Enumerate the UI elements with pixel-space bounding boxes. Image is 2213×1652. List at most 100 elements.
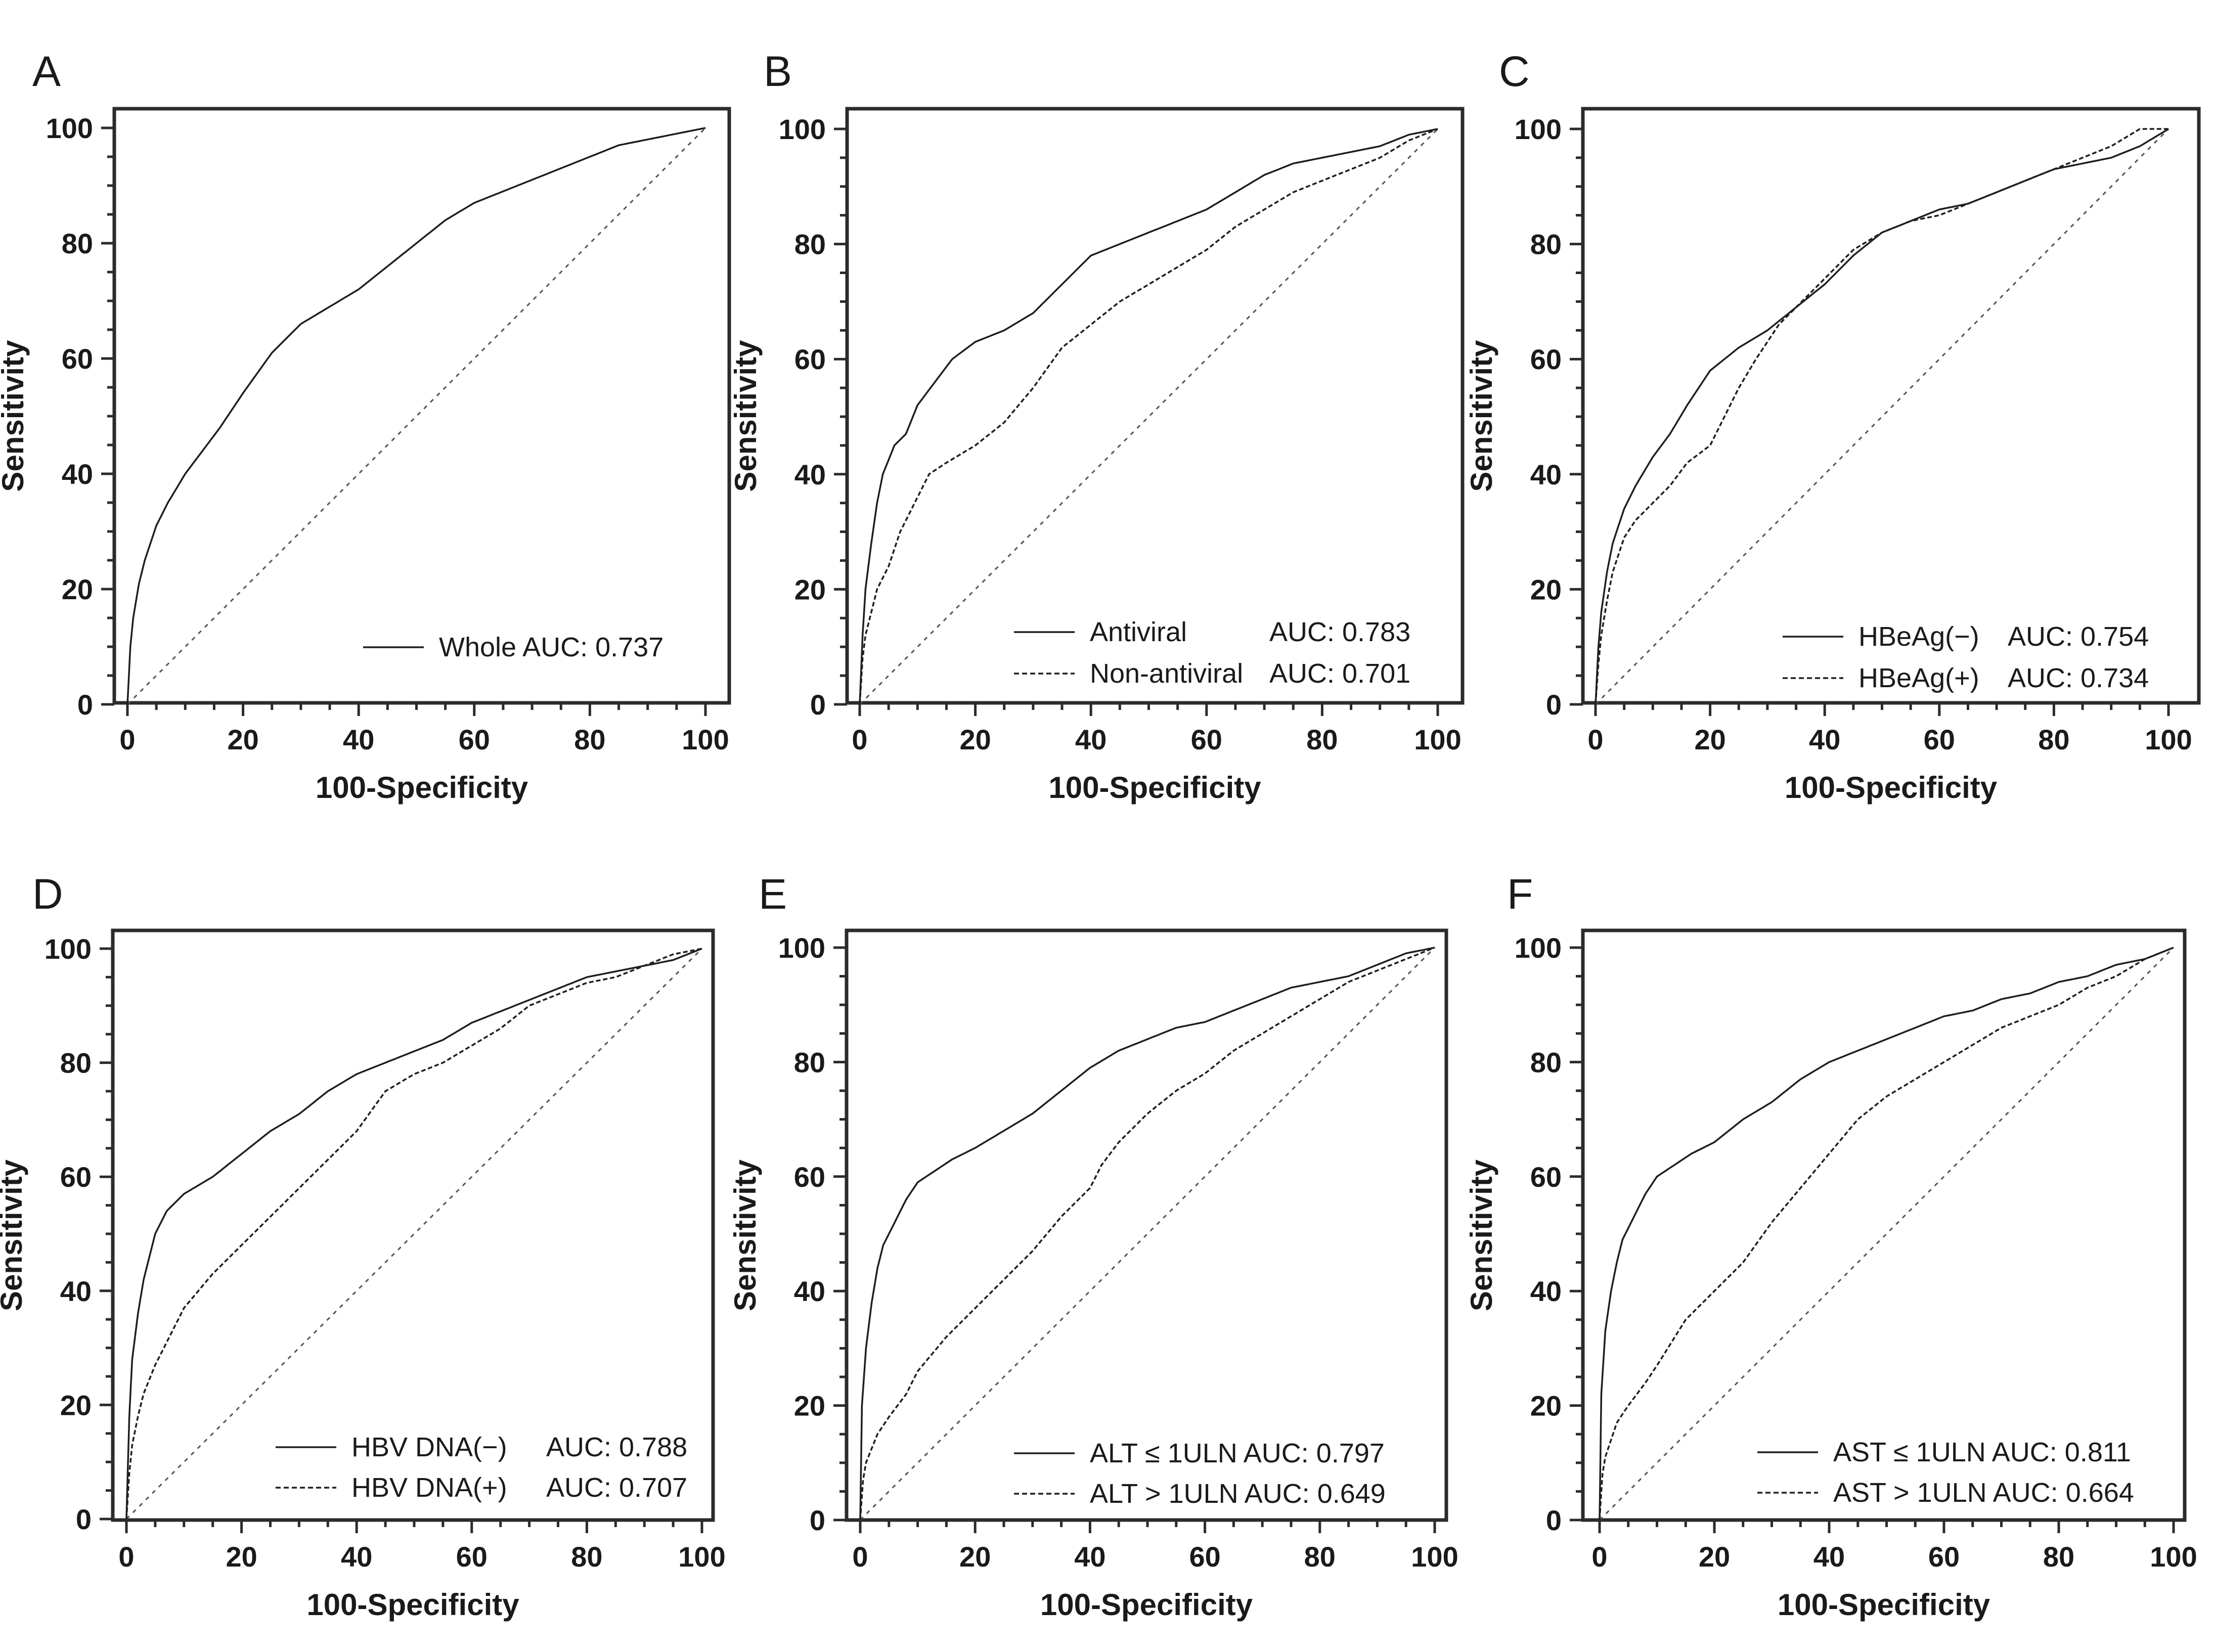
y-tick-label: 0 <box>810 1504 825 1536</box>
y-tick-label: 80 <box>60 1047 92 1079</box>
panel-b: B 0 20 40 60 80 100 0 20 40 60 80 100 100-Specificity… <box>729 48 1465 805</box>
panel-letter: D <box>32 870 63 918</box>
legend-label: Antiviral <box>1090 617 1187 647</box>
roc-curve-solid <box>1599 947 2174 1521</box>
legend-auc: AUC: 0.783 <box>1269 617 1410 647</box>
x-tick-label: 100 <box>2150 1541 2197 1573</box>
y-tick-label: 80 <box>62 228 93 259</box>
panel-d: D 0 20 40 60 80 100 0 20 40 60 80 100 100-Specificity… <box>0 870 726 1622</box>
plot-frame <box>845 107 1465 705</box>
reference-diagonal <box>859 947 1436 1521</box>
x-tick-label: 80 <box>574 724 605 755</box>
panel-a: A 0 20 40 60 80 100 0 20 40 60 80 100 100-Specificity… <box>0 48 731 805</box>
reference-diagonal <box>125 948 703 1520</box>
x-tick-label: 20 <box>1699 1541 1730 1573</box>
legend-label: HBV DNA(−) <box>351 1432 507 1462</box>
y-tick-label: 0 <box>1546 1504 1562 1536</box>
y-tick-label: 60 <box>1530 343 1562 375</box>
x-tick-label: 0 <box>119 724 135 755</box>
x-tick-label: 40 <box>1809 724 1840 755</box>
reference-diagonal <box>126 127 706 705</box>
x-tick-label: 100 <box>1414 724 1461 755</box>
y-tick-label: 20 <box>1530 1390 1562 1422</box>
y-tick-label: 80 <box>1530 229 1562 260</box>
x-tick-label: 0 <box>1587 724 1603 755</box>
y-tick-label: 80 <box>794 229 826 260</box>
roc-curve-dashed <box>1595 128 2168 705</box>
legend-label: AST > 1ULN AUC: 0.664 <box>1833 1478 2134 1508</box>
y-tick-label: 0 <box>1546 689 1562 721</box>
x-tick-label: 40 <box>1813 1541 1845 1573</box>
y-tick-label: 100 <box>46 112 93 144</box>
legend-label: ALT ≤ 1ULN AUC: 0.797 <box>1090 1438 1385 1468</box>
plot-frame <box>1581 107 2201 705</box>
x-tick-label: 60 <box>456 1541 488 1573</box>
x-tick-label: 20 <box>226 1541 257 1573</box>
x-tick-label: 60 <box>1189 1541 1220 1573</box>
legend-auc: AUC: 0.754 <box>2008 621 2149 652</box>
roc-curve-solid <box>126 127 706 705</box>
legend-auc: AUC: 0.707 <box>546 1472 687 1503</box>
x-axis-title: 100-Specificity <box>1785 771 1998 805</box>
y-tick-label: 40 <box>62 458 93 490</box>
x-axis-title: 100-Specificity <box>1040 1588 1253 1622</box>
panel-e: E 0 20 40 60 80 100 0 20 40 60 80 100 100-Specificity… <box>728 870 1458 1622</box>
legend-label: HBeAg(−) <box>1858 621 1979 652</box>
legend-auc: AUC: 0.701 <box>1269 658 1410 689</box>
x-tick-label: 60 <box>1924 724 1955 755</box>
legend-auc: AUC: 0.788 <box>546 1432 687 1462</box>
y-tick-label: 20 <box>62 573 93 605</box>
x-axis-title: 100-Specificity <box>316 771 528 805</box>
y-tick-label: 20 <box>1530 573 1562 605</box>
legend: ALT ≤ 1ULN AUC: 0.797 ALT > 1ULN AUC: 0.6… <box>1014 1438 1386 1509</box>
y-tick-label: 80 <box>1530 1046 1562 1078</box>
x-tick-label: 40 <box>343 724 374 755</box>
legend: Antiviral AUC: 0.783 Non-antiviral AUC: 0.7… <box>1014 617 1410 689</box>
x-tick-label: 60 <box>459 724 490 755</box>
y-tick-label: 100 <box>1515 113 1562 145</box>
panel-letter: C <box>1499 48 1530 95</box>
x-tick-label: 40 <box>341 1541 372 1573</box>
x-tick-label: 80 <box>1304 1541 1336 1573</box>
y-tick-label: 40 <box>1530 1275 1562 1307</box>
x-tick-label: 60 <box>1191 724 1222 755</box>
x-axis-title: 100-Specificity <box>306 1588 519 1622</box>
roc-curve-dashed <box>859 128 1438 705</box>
y-tick-label: 80 <box>794 1046 825 1078</box>
roc-curve-dashed <box>1599 947 2174 1521</box>
y-tick-label: 60 <box>794 1161 825 1193</box>
y-axis-title: Sensitivity <box>728 1159 762 1311</box>
roc-curve-dashed <box>859 947 1435 1521</box>
roc-curve-solid <box>859 947 1435 1521</box>
x-tick-label: 20 <box>1694 724 1725 755</box>
legend-label: HBeAg(+) <box>1858 663 1979 693</box>
y-tick-label: 40 <box>1530 459 1562 490</box>
x-tick-label: 100 <box>678 1541 725 1573</box>
y-tick-label: 20 <box>60 1389 92 1421</box>
x-axis-title: 100-Specificity <box>1048 771 1261 805</box>
x-tick-label: 60 <box>1928 1541 1960 1573</box>
x-tick-label: 80 <box>2038 724 2069 755</box>
legend-label: Non-antiviral <box>1090 658 1243 689</box>
panel-letter: B <box>764 48 792 95</box>
y-tick-label: 100 <box>778 932 825 964</box>
y-axis-title: Sensitivity <box>0 340 30 492</box>
x-tick-label: 40 <box>1075 724 1106 755</box>
y-tick-label: 40 <box>794 1275 825 1307</box>
x-tick-label: 100 <box>682 724 729 755</box>
y-axis-title: Sensitivity <box>0 1159 28 1311</box>
plot-frame <box>845 928 1448 1522</box>
x-tick-label: 20 <box>959 724 991 755</box>
panel-c: C 0 20 40 60 80 100 0 20 40 60 80 100 100-Specificity… <box>1465 48 2201 805</box>
x-tick-label: 20 <box>227 724 258 755</box>
y-tick-label: 100 <box>1515 932 1562 964</box>
x-tick-label: 100 <box>2145 724 2192 755</box>
y-tick-label: 20 <box>794 1390 825 1422</box>
reference-diagonal <box>1595 128 2170 705</box>
x-tick-label: 80 <box>1306 724 1338 755</box>
legend-label: AST ≤ 1ULN AUC: 0.811 <box>1833 1437 2131 1467</box>
y-tick-label: 20 <box>794 573 826 605</box>
panel-f: F 0 20 40 60 80 100 0 20 40 60 80 100 100-Specificity… <box>1465 870 2197 1622</box>
panel-letter: A <box>32 48 61 95</box>
